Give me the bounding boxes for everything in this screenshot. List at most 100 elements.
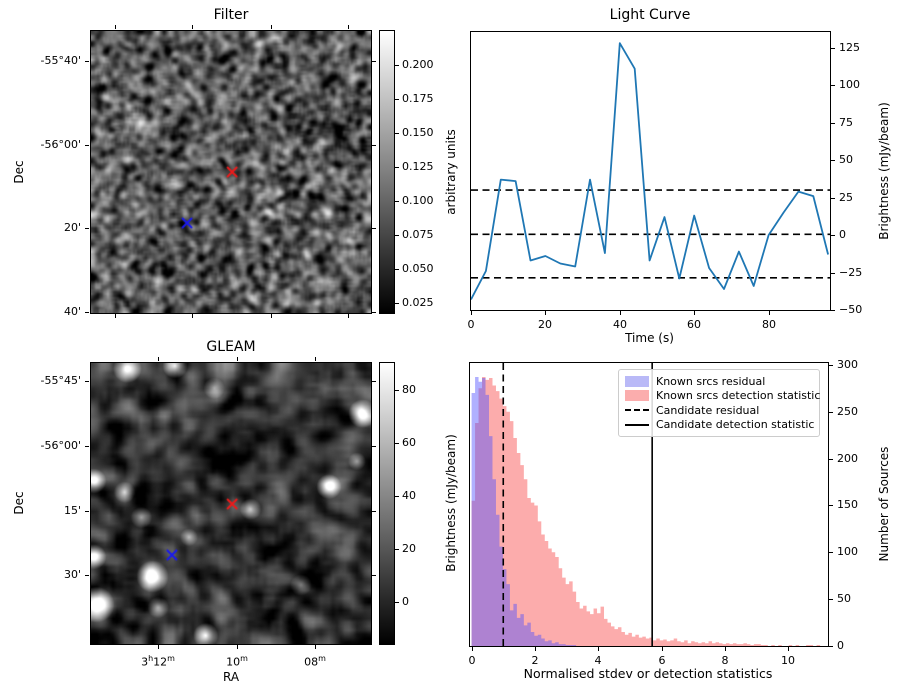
tick-mark — [372, 446, 376, 447]
filter-title: Filter — [213, 7, 249, 23]
tick-mark — [192, 314, 193, 318]
tick-mark — [372, 511, 376, 512]
tick-mark — [315, 645, 316, 649]
light-curve-ylabel: Brightness (mJy/beam) — [877, 102, 891, 240]
tick-mark — [158, 357, 159, 361]
legend-swatch-candidate-detection — [625, 423, 649, 426]
y-tick-label: 200 — [837, 452, 858, 465]
tick-mark — [831, 198, 835, 199]
gleam-colorbar-label: Brightness (mJy/beam) — [444, 434, 458, 572]
histogram-ylabel: Number of Sources — [877, 446, 891, 562]
gleam-xlabel: RA — [222, 670, 240, 684]
gleam-title: GLEAM — [206, 339, 256, 355]
legend-label: Candidate detection statistic — [656, 418, 815, 432]
colorbar-tick-label: 20 — [402, 542, 416, 555]
x-tick-label: 4 — [594, 654, 602, 667]
legend-swatch-candidate-residual — [625, 409, 649, 412]
x-tick-label: 40 — [613, 318, 627, 331]
tick-mark — [372, 575, 376, 576]
histogram-panel: Known srcs residual Known srcs detection… — [469, 362, 829, 647]
gleam-colorbar — [379, 362, 395, 645]
y-tick-label: 20' — [63, 221, 81, 234]
tick-mark — [85, 511, 89, 512]
tick-mark — [85, 446, 89, 447]
tick-mark — [395, 496, 399, 497]
histogram-xlabel: Normalised stdev or detection statistics — [523, 666, 773, 681]
legend-row: Candidate residual — [625, 403, 813, 418]
colorbar-tick-label: 0.075 — [402, 228, 434, 241]
x-tick-label: 2 — [531, 654, 539, 667]
colorbar-tick-label: 0.175 — [402, 92, 434, 105]
y-tick-label: 40' — [63, 305, 81, 318]
y-tick-label: -56°00' — [40, 439, 82, 452]
x-tick-label: 20 — [538, 318, 552, 331]
x-tick-label: 10 — [781, 654, 795, 667]
tick-mark — [395, 133, 399, 134]
tick-mark — [471, 311, 472, 315]
gleam-sky-image — [91, 363, 371, 644]
x-tick-label: 6 — [658, 654, 666, 667]
y-tick-label: 0 — [837, 639, 844, 652]
legend-label: Candidate residual — [656, 403, 760, 417]
tick-mark — [829, 505, 833, 506]
x-tick-label: 80 — [762, 318, 776, 331]
tick-mark — [85, 145, 89, 146]
tick-mark — [372, 312, 376, 313]
tick-mark — [85, 381, 89, 382]
tick-mark — [472, 647, 473, 651]
x-tick-label: 08m — [304, 654, 326, 669]
y-tick-label: 150 — [837, 498, 858, 511]
colorbar-tick-label: 0.100 — [402, 194, 434, 207]
tick-mark — [271, 314, 272, 318]
tick-mark — [395, 549, 399, 550]
tick-mark — [831, 273, 835, 274]
tick-mark — [372, 145, 376, 146]
filter-map-panel — [90, 30, 372, 314]
tick-mark — [788, 647, 789, 651]
x-tick-label: 0 — [468, 654, 476, 667]
legend-row: Candidate detection statistic — [625, 418, 815, 433]
y-tick-label: −50 — [839, 303, 863, 316]
tick-mark — [598, 647, 599, 651]
tick-mark — [85, 228, 89, 229]
tick-mark — [372, 228, 376, 229]
x-tick-label: 8 — [721, 654, 729, 667]
tick-mark — [348, 314, 349, 318]
tick-mark — [831, 310, 835, 311]
legend-label: Known srcs detection statistic — [656, 389, 821, 403]
tick-mark — [395, 99, 399, 100]
light-curve-title: Light Curve — [609, 7, 691, 23]
tick-mark — [545, 311, 546, 315]
colorbar-tick-label: 0.200 — [402, 58, 434, 71]
tick-mark — [348, 25, 349, 29]
tick-mark — [662, 647, 663, 651]
legend-swatch-known-srcs-residual — [625, 375, 649, 387]
tick-mark — [831, 235, 835, 236]
y-tick-label: 0 — [839, 228, 846, 241]
colorbar-tick-label: 0.025 — [402, 296, 434, 309]
y-tick-label: −25 — [839, 266, 863, 279]
tick-mark — [395, 443, 399, 444]
tick-mark — [315, 357, 316, 361]
y-tick-label: 50 — [837, 592, 851, 605]
legend: Known srcs residual Known srcs detection… — [618, 369, 820, 437]
y-tick-label: 250 — [837, 405, 858, 418]
tick-mark — [372, 381, 376, 382]
tick-mark — [85, 61, 89, 62]
tick-mark — [831, 48, 835, 49]
tick-mark — [829, 412, 833, 413]
tick-mark — [85, 575, 89, 576]
light-curve-line — [471, 42, 829, 300]
colorbar-tick-label: 0.125 — [402, 160, 434, 173]
legend-row: Known srcs residual — [625, 374, 813, 389]
tick-mark — [694, 311, 695, 315]
colorbar-tick-label: 40 — [402, 489, 416, 502]
tick-mark — [395, 269, 399, 270]
tick-mark — [395, 303, 399, 304]
tick-mark — [237, 645, 238, 649]
tick-mark — [395, 65, 399, 66]
legend-row: Known srcs detection statistic — [625, 389, 820, 404]
tick-mark — [395, 602, 399, 603]
tick-mark — [829, 599, 833, 600]
filter-colorbar-label: arbitrary units — [444, 129, 458, 215]
